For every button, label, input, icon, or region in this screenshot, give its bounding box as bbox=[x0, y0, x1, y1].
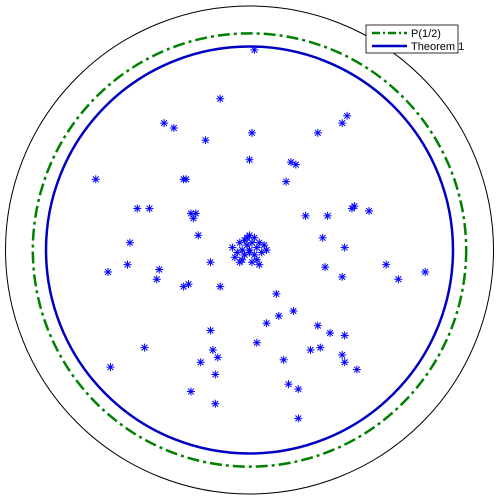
data-point bbox=[272, 289, 281, 298]
data-point bbox=[352, 365, 361, 374]
data-point bbox=[213, 353, 222, 362]
data-point bbox=[340, 358, 349, 367]
legend-label-p-half: P(1/2) bbox=[411, 28, 441, 40]
data-point bbox=[211, 370, 220, 379]
unit-circle bbox=[5, 5, 494, 495]
data-point bbox=[421, 267, 430, 276]
data-point bbox=[228, 243, 237, 252]
data-point bbox=[338, 350, 347, 359]
data-point bbox=[313, 321, 322, 330]
data-point bbox=[321, 263, 330, 272]
data-point bbox=[160, 119, 169, 128]
data-point bbox=[394, 275, 403, 284]
theorem-1-circle bbox=[44, 45, 455, 455]
data-point bbox=[140, 343, 149, 352]
data-point bbox=[216, 94, 225, 103]
data-point bbox=[340, 331, 349, 340]
data-point bbox=[338, 119, 347, 128]
data-point bbox=[230, 253, 239, 262]
circles-layer bbox=[5, 5, 494, 495]
data-point bbox=[182, 175, 191, 184]
data-point bbox=[196, 358, 205, 367]
legend-label-theorem-1: Theorem 1 bbox=[411, 41, 464, 53]
data-point bbox=[255, 260, 264, 269]
data-point bbox=[155, 265, 164, 274]
data-point bbox=[318, 233, 327, 242]
data-point bbox=[343, 111, 352, 120]
data-point bbox=[262, 246, 271, 254]
data-point bbox=[133, 204, 142, 213]
data-point bbox=[189, 214, 198, 223]
data-point bbox=[186, 387, 195, 396]
data-point bbox=[301, 211, 310, 220]
legend: P(1/2) Theorem 1 bbox=[365, 24, 464, 54]
data-point bbox=[194, 231, 203, 240]
p-half-circle bbox=[31, 32, 468, 468]
data-point bbox=[350, 202, 359, 211]
data-point bbox=[282, 177, 291, 186]
data-point bbox=[169, 124, 178, 132]
data-point bbox=[216, 282, 225, 291]
data-point bbox=[106, 363, 115, 372]
data-point bbox=[245, 246, 254, 254]
data-point bbox=[323, 211, 332, 220]
data-point bbox=[284, 380, 293, 389]
data-point bbox=[313, 128, 322, 137]
data-point bbox=[206, 326, 215, 335]
data-point bbox=[291, 160, 300, 169]
data-point bbox=[252, 255, 261, 264]
data-point bbox=[250, 45, 259, 54]
data-point bbox=[245, 231, 254, 240]
data-point bbox=[184, 280, 193, 289]
data-point bbox=[252, 338, 261, 347]
data-point bbox=[274, 311, 283, 320]
data-point bbox=[233, 248, 242, 257]
data-point bbox=[306, 346, 315, 355]
data-point bbox=[294, 385, 303, 394]
data-point bbox=[91, 175, 100, 184]
data-point bbox=[262, 319, 271, 328]
data-point bbox=[338, 272, 347, 281]
data-point bbox=[382, 260, 391, 269]
data-point bbox=[123, 260, 132, 269]
legend-box bbox=[365, 24, 459, 54]
data-point bbox=[206, 258, 215, 267]
data-point bbox=[316, 343, 325, 352]
points-layer bbox=[91, 45, 430, 423]
data-point bbox=[247, 128, 256, 137]
data-point bbox=[245, 155, 254, 164]
data-point bbox=[279, 355, 288, 364]
data-point bbox=[201, 136, 210, 145]
data-point bbox=[103, 267, 112, 276]
data-point bbox=[294, 414, 303, 423]
data-point bbox=[326, 328, 335, 337]
data-point bbox=[365, 206, 374, 215]
data-point bbox=[191, 209, 200, 218]
data-point bbox=[145, 204, 154, 213]
data-point bbox=[208, 346, 217, 355]
data-point bbox=[152, 275, 161, 284]
data-point bbox=[235, 258, 244, 267]
data-point bbox=[340, 243, 349, 252]
data-point bbox=[211, 399, 220, 408]
data-point bbox=[125, 238, 134, 247]
data-point bbox=[240, 236, 249, 245]
data-point bbox=[289, 307, 298, 315]
